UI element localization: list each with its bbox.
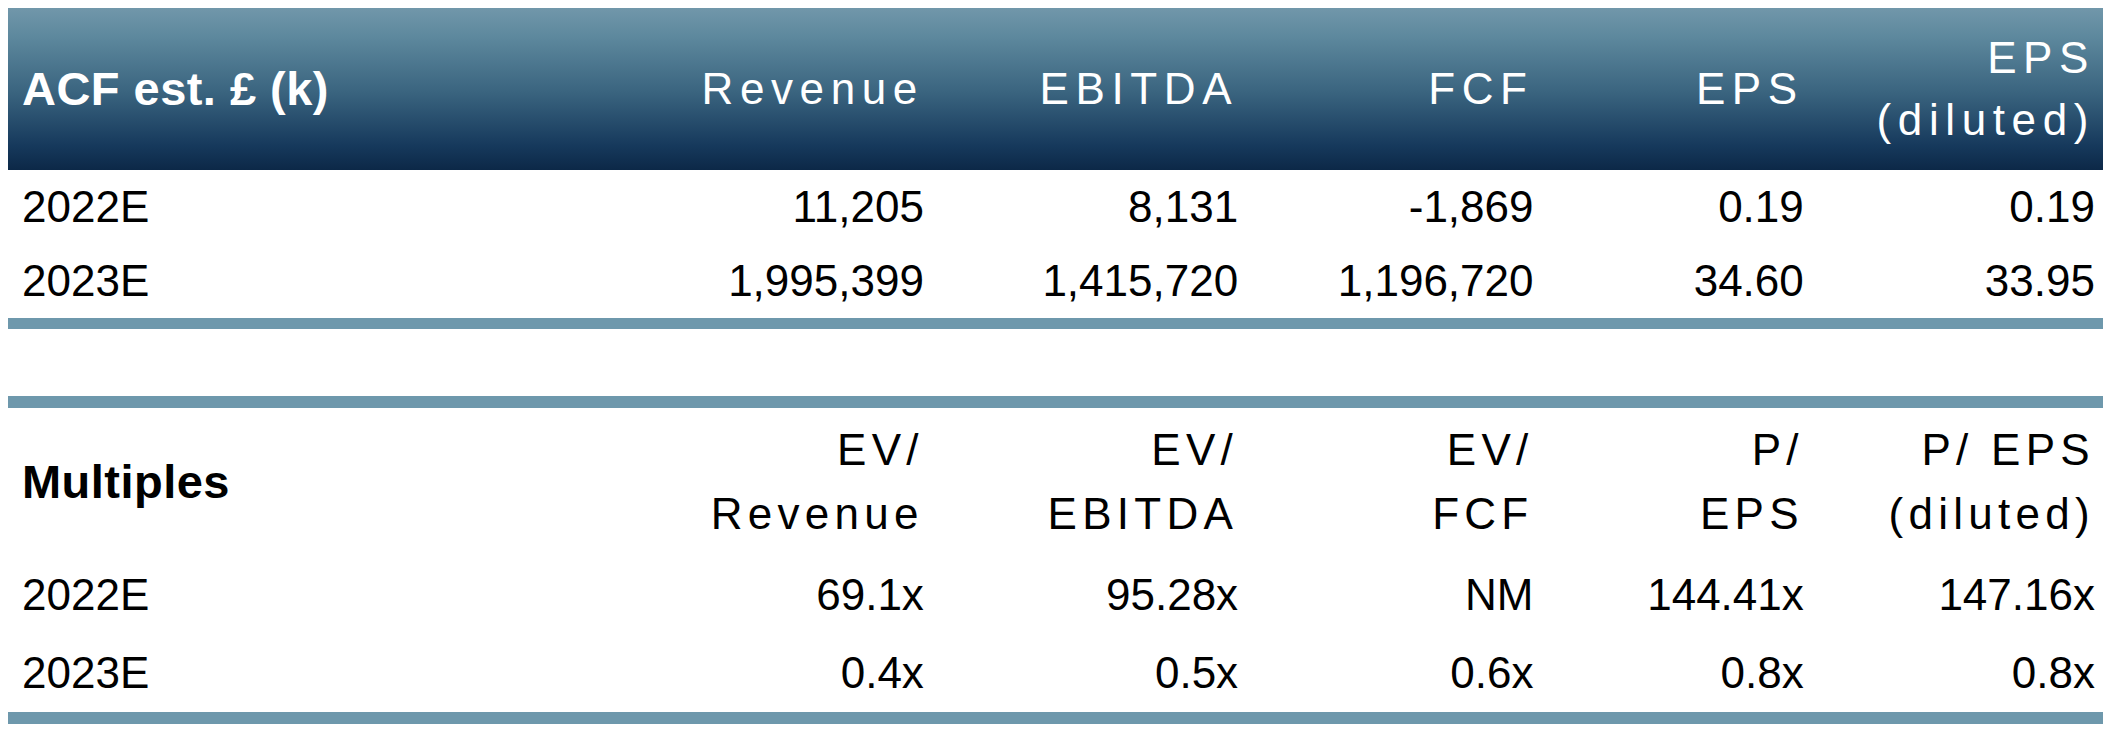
mult-2022e-p-eps-value: 144.41x	[1542, 556, 1812, 634]
multiples-row-2022e: 2022E 69.1x 95.28x NM 144.41x 147.16x	[8, 556, 2103, 634]
mult-2022e-ev-ebitda-value: 95.28x	[932, 556, 1246, 634]
mult-2023e-ev-ebitda-value: 0.5x	[932, 634, 1246, 712]
estimates-row-2022e: 2022E 11,205 8,131 -1,869 0.19 0.19	[8, 170, 2103, 244]
row-label-2023e: 2023E	[8, 634, 626, 712]
column-header-ebitda: EBITDA	[932, 8, 1246, 170]
est-2023e-eps-diluted-value: 33.95	[1812, 244, 2103, 318]
row-label-2022e: 2022E	[8, 556, 626, 634]
estimates-header-row: ACF est. £ (k) Revenue EBITDA FCF EPS EP…	[8, 8, 2103, 170]
column-header-eps: EPS	[1542, 8, 1812, 170]
est-2022e-ebitda-value: 8,131	[932, 170, 1246, 244]
multiples-table-title: Multiples	[8, 408, 626, 556]
section-gap	[8, 329, 2103, 396]
est-2023e-ebitda-value: 1,415,720	[932, 244, 1246, 318]
multiples-row-2023e: 2023E 0.4x 0.5x 0.6x 0.8x 0.8x	[8, 634, 2103, 712]
mult-2023e-ev-fcf-value: 0.6x	[1246, 634, 1541, 712]
column-header-ev-revenue: EV/ Revenue	[626, 408, 932, 556]
divider-bar-bottom	[8, 712, 2103, 724]
estimates-row-2023e: 2023E 1,995,399 1,415,720 1,196,720 34.6…	[8, 244, 2103, 318]
column-header-ev-ebitda: EV/ EBITDA	[932, 408, 1246, 556]
column-header-p-eps-diluted: P/ EPS (diluted)	[1812, 408, 2103, 556]
mult-2023e-p-eps-value: 0.8x	[1542, 634, 1812, 712]
mult-2022e-p-eps-diluted-value: 147.16x	[1812, 556, 2103, 634]
column-header-p-eps: P/ EPS	[1542, 408, 1812, 556]
column-header-eps-diluted: EPS (diluted)	[1812, 8, 2103, 170]
column-header-fcf: FCF	[1246, 8, 1541, 170]
est-2023e-fcf-value: 1,196,720	[1246, 244, 1541, 318]
row-label-2022e: 2022E	[8, 170, 626, 244]
column-header-ev-fcf: EV/ FCF	[1246, 408, 1541, 556]
column-header-revenue: Revenue	[626, 8, 932, 170]
mult-2023e-p-eps-diluted-value: 0.8x	[1812, 634, 2103, 712]
est-2022e-fcf-value: -1,869	[1246, 170, 1541, 244]
est-2023e-revenue-value: 1,995,399	[626, 244, 932, 318]
multiples-header-row: Multiples EV/ Revenue EV/ EBITDA EV/ FCF…	[8, 408, 2103, 556]
mult-2023e-ev-revenue-value: 0.4x	[626, 634, 932, 712]
divider-bar-top	[8, 318, 2103, 329]
est-2022e-eps-diluted-value: 0.19	[1812, 170, 2103, 244]
divider-bar-middle	[8, 396, 2103, 408]
estimates-table: ACF est. £ (k) Revenue EBITDA FCF EPS EP…	[8, 8, 2103, 318]
est-2022e-revenue-value: 11,205	[626, 170, 932, 244]
mult-2022e-ev-fcf-value: NM	[1246, 556, 1541, 634]
est-2022e-eps-value: 0.19	[1542, 170, 1812, 244]
estimates-table-title: ACF est. £ (k)	[8, 8, 626, 170]
mult-2022e-ev-revenue-value: 69.1x	[626, 556, 932, 634]
est-2023e-eps-value: 34.60	[1542, 244, 1812, 318]
multiples-table: Multiples EV/ Revenue EV/ EBITDA EV/ FCF…	[8, 408, 2103, 712]
financial-estimates-page: ACF est. £ (k) Revenue EBITDA FCF EPS EP…	[0, 0, 2111, 731]
row-label-2023e: 2023E	[8, 244, 626, 318]
